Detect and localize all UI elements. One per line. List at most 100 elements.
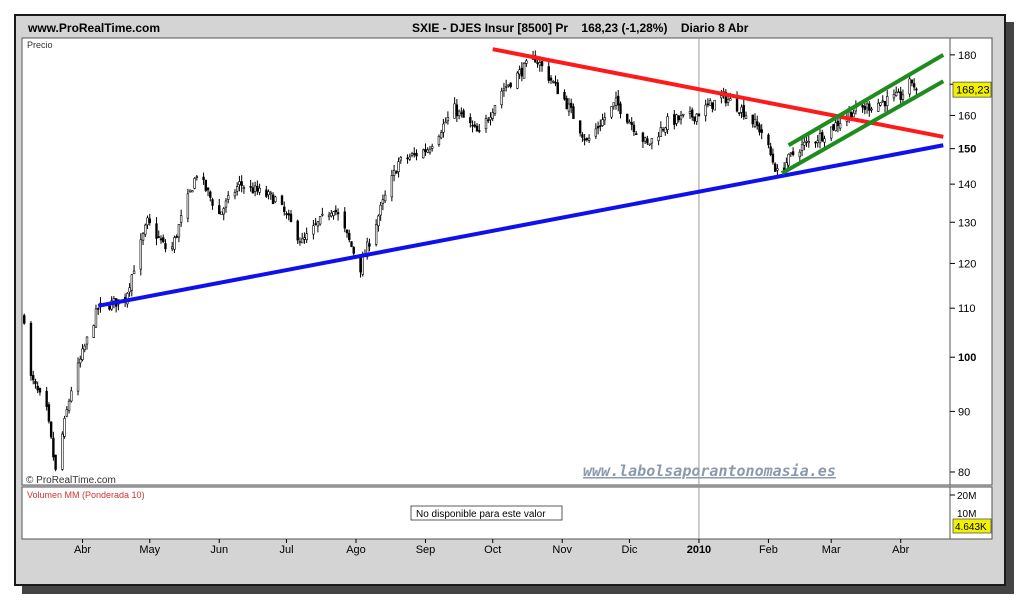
candle (895, 86, 898, 97)
candle (738, 112, 741, 117)
candle (233, 189, 237, 200)
candle (316, 220, 320, 233)
candle (280, 194, 284, 206)
candle (439, 129, 443, 140)
candle (471, 120, 474, 133)
candle (67, 398, 71, 414)
candle (377, 214, 380, 232)
ticker-label: SXIE - DJES Insur [8500] Pr 168,23 (-1,2… (412, 21, 748, 35)
candle (424, 143, 427, 156)
y-tick-label: 140 (958, 179, 976, 191)
candle (744, 111, 748, 119)
candle (556, 79, 559, 95)
candle (173, 235, 176, 254)
candle (186, 188, 190, 223)
candle (148, 213, 151, 226)
x-tick-label: May (139, 544, 160, 556)
candle (36, 381, 39, 394)
x-tick-label: Jun (210, 544, 228, 556)
y-tick-label: 90 (958, 406, 970, 418)
price-panel-label: Precio (27, 40, 53, 50)
candle (422, 148, 425, 159)
x-axis: Abr May Jun Jul Ago Sep Oct Nov Dic 2010 Feb Mar Abr (74, 539, 910, 556)
candle (164, 239, 167, 253)
candle (830, 126, 833, 141)
candle (879, 102, 882, 107)
candle (330, 210, 333, 218)
candle (704, 99, 707, 122)
y-tick-label: 120 (958, 258, 976, 270)
x-tick-label: Jul (279, 544, 293, 556)
candle (776, 164, 779, 176)
candle (603, 112, 606, 125)
volume-tick-10m: 10M (957, 509, 976, 520)
candle (617, 90, 620, 112)
candle (908, 75, 911, 98)
candle (34, 378, 37, 389)
candle (29, 320, 33, 381)
y-tick-label: 150 (958, 144, 976, 156)
candle (870, 106, 873, 113)
candle (838, 118, 842, 131)
candle (97, 307, 100, 315)
candle (444, 117, 447, 124)
candle (522, 62, 526, 79)
candle (390, 169, 394, 202)
candle (897, 88, 900, 94)
candle (343, 207, 346, 233)
candle (554, 75, 557, 87)
candle (235, 182, 239, 196)
candle (170, 241, 174, 252)
candle (818, 129, 822, 149)
chart-header: www.ProRealTime.com SXIE - DJES Insur [8… (14, 18, 1006, 38)
candle (484, 114, 488, 133)
candle (431, 143, 434, 152)
candle (518, 65, 521, 80)
candle (473, 121, 476, 128)
candle (691, 107, 694, 121)
candle (314, 217, 317, 226)
candle (469, 113, 472, 128)
candle (289, 209, 293, 223)
last-quote: 168,23 (-1,28%) (581, 21, 668, 35)
candle (852, 109, 855, 118)
x-tick-label: Dic (622, 544, 638, 556)
candle (242, 185, 246, 194)
candle (300, 232, 304, 244)
candle (345, 229, 349, 238)
candle (141, 232, 145, 246)
candle (881, 95, 884, 103)
candle (45, 386, 48, 411)
candle (751, 114, 754, 128)
candle (334, 205, 338, 216)
candle (139, 233, 142, 276)
candle (285, 211, 288, 219)
candle (688, 106, 692, 119)
candle (38, 387, 42, 396)
site-label: www.ProRealTime.com (28, 21, 161, 35)
candle (805, 136, 808, 147)
candle (162, 234, 165, 244)
candle (753, 113, 757, 129)
candle (516, 71, 519, 90)
candle (475, 123, 479, 132)
candle (899, 86, 902, 106)
candle (552, 80, 555, 84)
candle (626, 113, 629, 125)
volume-notice-text: No disponible para este valor (416, 509, 546, 520)
candle (493, 104, 497, 117)
candle (128, 283, 131, 297)
x-tick-label: Mar (822, 544, 841, 556)
candle (664, 126, 667, 136)
candle (675, 113, 678, 127)
candle (336, 208, 340, 221)
candle (912, 78, 916, 91)
candle (789, 152, 793, 158)
candle (567, 97, 571, 116)
candle (455, 99, 459, 122)
candle (383, 190, 387, 203)
candle (612, 102, 615, 110)
candle (298, 237, 302, 246)
candle (578, 120, 582, 137)
